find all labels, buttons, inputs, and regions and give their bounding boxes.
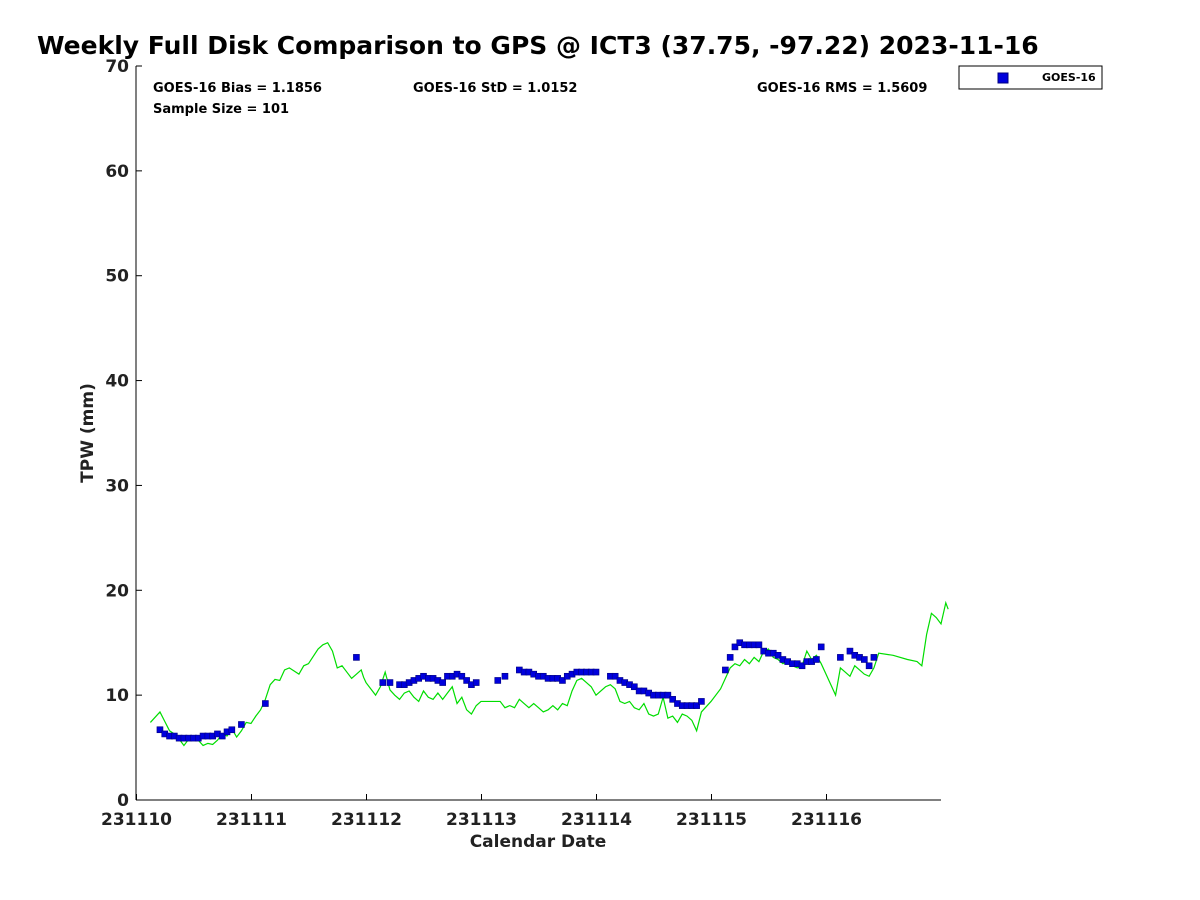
goes-data-point (494, 677, 502, 684)
goes-data-point (846, 647, 854, 655)
goes-data-point (865, 662, 873, 670)
goes-data-point (798, 662, 806, 670)
goes-data-point (218, 732, 226, 740)
y-tick-label: 70 (105, 57, 129, 77)
goes-data-point (693, 702, 700, 709)
chart-title: Weekly Full Disk Comparison to GPS @ ICT… (37, 31, 1039, 60)
goes-data-point (379, 679, 387, 686)
goes-data-point (559, 677, 566, 684)
goes-data-point (837, 654, 844, 661)
legend-goes-label: GOES-16 (1042, 71, 1096, 84)
x-tick-label: 231111 (216, 810, 287, 830)
goes-data-point (439, 679, 446, 686)
goes-data-point (731, 643, 739, 651)
legend: GOES-16 (958, 65, 1103, 90)
goes-data-point (611, 672, 619, 680)
legend-goes-marker (997, 72, 1009, 84)
x-tick-label: 231110 (101, 810, 172, 830)
x-axis-ticks: 231110 231111 231112 231113 231114 231115 2311… (101, 794, 862, 830)
goes-data-point (664, 691, 672, 699)
goes-series (156, 639, 878, 742)
goes-data-point (386, 679, 394, 686)
rms-stat: GOES-16 RMS = 1.5609 (757, 81, 927, 96)
plot-area: 0 10 20 30 40 50 60 70 231110 231111 231112 231113… (101, 57, 949, 830)
sample-size-stat: Sample Size = 101 (153, 102, 289, 117)
x-axis-label: Calendar Date (470, 832, 607, 852)
y-axis-label: TPW (mm) (78, 383, 98, 483)
y-tick-label: 10 (105, 686, 129, 706)
bias-stat: GOES-16 Bias = 1.1856 (153, 81, 322, 96)
goes-data-point (631, 683, 638, 691)
goes-data-point (669, 696, 676, 703)
y-tick-label: 50 (105, 267, 129, 287)
goes-data-point (813, 656, 820, 663)
goes-data-point (592, 668, 600, 676)
legend-box (958, 65, 1103, 90)
goes-data-point (463, 677, 470, 684)
goes-data-point (472, 679, 480, 686)
goes-data-point (861, 656, 868, 663)
goes-data-point (156, 726, 164, 734)
x-tick-label: 231113 (446, 810, 517, 830)
y-axis-ticks: 0 10 20 30 40 50 60 70 (105, 57, 142, 811)
goes-data-point (817, 643, 825, 651)
y-tick-label: 30 (105, 476, 129, 496)
y-tick-label: 60 (105, 162, 129, 182)
goes-data-point (501, 672, 509, 680)
goes-data-point (353, 654, 360, 661)
goes-data-point (726, 654, 734, 661)
x-tick-label: 231116 (791, 810, 862, 830)
y-tick-label: 20 (105, 581, 129, 601)
x-tick-label: 231112 (331, 810, 402, 830)
std-stat: GOES-16 StD = 1.0152 (413, 81, 577, 96)
stats-block: GOES-16 Bias = 1.1856 GOES-16 StD = 1.01… (153, 81, 927, 117)
goes-data-point (774, 651, 782, 659)
goes-data-point (238, 721, 245, 728)
y-tick-label: 40 (105, 372, 129, 392)
goes-data-point (722, 666, 729, 674)
goes-data-point (228, 726, 236, 734)
goes-data-point (870, 654, 878, 661)
y-tick-label: 0 (117, 791, 129, 811)
plot-background (136, 66, 941, 800)
goes-data-point (458, 672, 466, 680)
goes-data-point (262, 700, 269, 707)
x-tick-label: 231115 (676, 810, 747, 830)
goes-data-point (698, 698, 705, 705)
goes-data-point (755, 641, 763, 649)
x-tick-label: 231114 (561, 810, 632, 830)
